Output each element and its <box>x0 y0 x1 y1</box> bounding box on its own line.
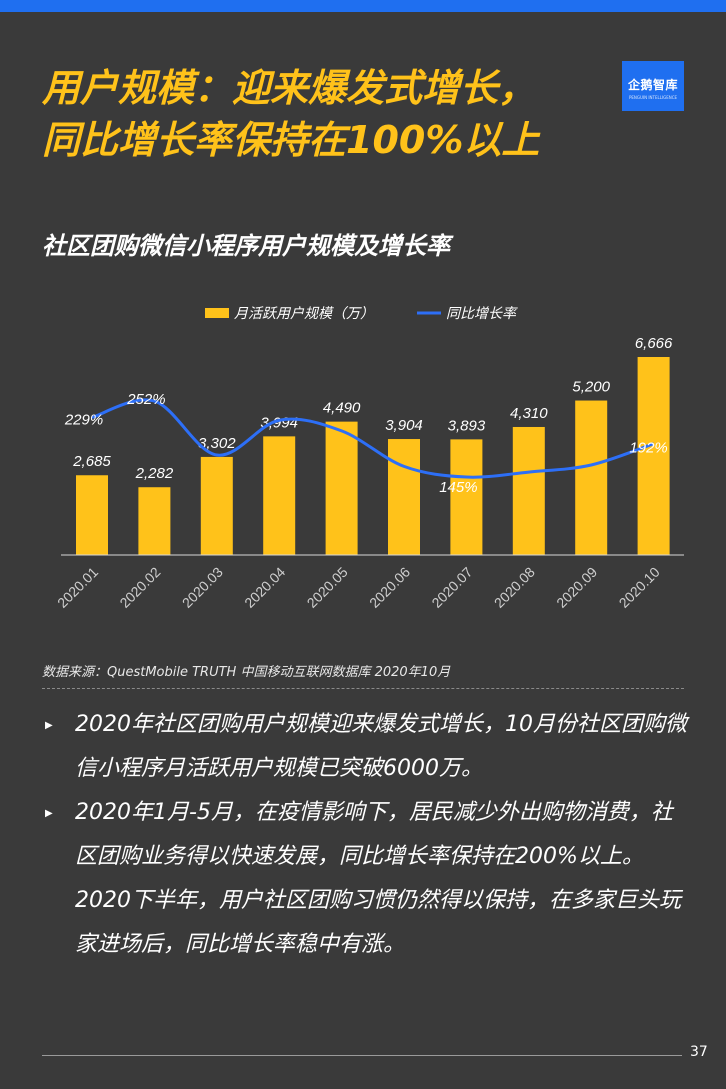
growth-rate-label: 145% <box>439 479 477 496</box>
bar <box>263 436 296 555</box>
page-title: 用户规模：迎来爆发式增长， 同比增长率保持在100%以上 <box>42 62 602 166</box>
logo-subtext: PENGUIN INTELLIGENCE <box>628 95 678 100</box>
x-tick-label: 2020.08 <box>491 564 538 611</box>
bar-value-label: 5,200 <box>572 379 610 396</box>
bullet-arrow-icon: ▶ <box>45 808 53 819</box>
bar <box>512 426 545 555</box>
bar-value-label: 2,685 <box>72 453 111 470</box>
bar <box>325 421 358 555</box>
bar-value-label: 3,904 <box>385 417 423 434</box>
bullet-arrow-icon: ▶ <box>45 720 53 731</box>
bar-value-label: 2,282 <box>135 465 174 482</box>
page-title-line-2: 同比增长率保持在100%以上 <box>42 118 540 162</box>
bullet-list: ▶ 2020年社区团购用户规模迎来爆发式增长，10月份社区团购微信小程序月活跃用… <box>42 703 692 967</box>
x-tick-label: 2020.03 <box>179 564 226 611</box>
page-number: 37 <box>690 1044 708 1060</box>
chart-title: 社区团购微信小程序用户规模及增长率 <box>42 232 450 260</box>
legend-bar-label: 月活跃用户规模（万） <box>234 305 374 321</box>
bar <box>388 439 420 555</box>
source-note: 数据来源：QuestMobile TRUTH 中国移动互联网数据库 2020年1… <box>42 665 451 680</box>
bar <box>138 487 171 555</box>
bar-value-label: 4,310 <box>510 405 548 422</box>
bar-value-label: 3,994 <box>260 414 298 431</box>
bar <box>637 357 670 555</box>
growth-rate-label: 192% <box>629 440 667 457</box>
bar <box>575 400 608 555</box>
bar <box>200 456 233 555</box>
x-tick-label: 2020.10 <box>616 564 663 611</box>
bar <box>450 439 483 555</box>
legend-bar-swatch <box>205 308 229 318</box>
x-tick-label: 2020.06 <box>366 564 413 611</box>
bullet-item: ▶ 2020年社区团购用户规模迎来爆发式增长，10月份社区团购微信小程序月活跃用… <box>42 703 692 791</box>
bar-value-label: 4,490 <box>323 400 361 417</box>
bar-value-label: 3,893 <box>448 417 486 434</box>
legend-line-label: 同比增长率 <box>446 305 518 321</box>
growth-rate-label: 252% <box>126 391 165 408</box>
x-tick-label: 2020.04 <box>241 564 288 611</box>
bar-value-label: 3,302 <box>198 435 236 452</box>
brand-logo: 企鹅智库 PENGUIN INTELLIGENCE <box>622 61 684 111</box>
page-title-line-1: 用户规模：迎来爆发式增长， <box>42 66 537 110</box>
footer-rule <box>42 1055 682 1056</box>
top-accent-bar <box>0 0 726 12</box>
bullet-text: 2020年社区团购用户规模迎来爆发式增长，10月份社区团购微信小程序月活跃用户规… <box>75 712 687 781</box>
bar-value-label: 6,666 <box>635 335 673 352</box>
bullet-item: ▶ 2020年1月-5月，在疫情影响下，居民减少外出购物消费，社区团购业务得以快… <box>42 791 692 967</box>
x-tick-label: 2020.05 <box>304 564 351 611</box>
growth-rate-label: 229% <box>64 411 103 428</box>
x-tick-label: 2020.01 <box>54 564 101 611</box>
bullet-text: 2020年1月-5月，在疫情影响下，居民减少外出购物消费，社区团购业务得以快速发… <box>75 800 681 957</box>
combo-chart: 月活跃用户规模（万） 同比增长率 2,685 2,282 3,302 3,994 4,490… <box>54 305 684 611</box>
logo-text: 企鹅智库 <box>627 78 678 92</box>
x-tick-label: 2020.09 <box>553 564 600 611</box>
x-tick-label: 2020.02 <box>116 564 163 611</box>
growth-rate-line <box>91 398 655 479</box>
x-tick-label: 2020.07 <box>428 564 475 611</box>
dashed-divider <box>42 688 684 689</box>
bar <box>76 475 108 555</box>
